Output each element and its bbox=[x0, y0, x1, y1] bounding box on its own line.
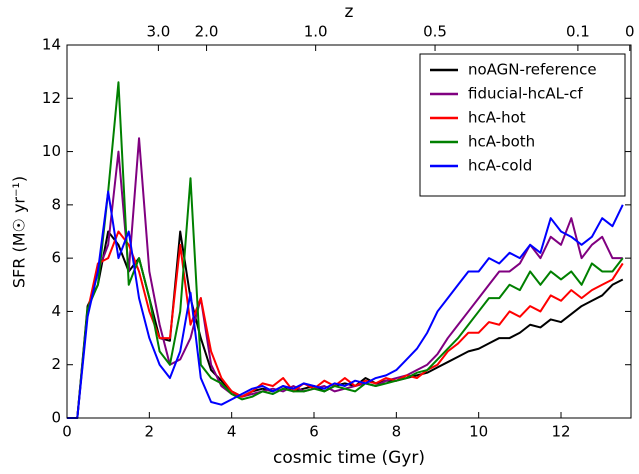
x2-tick-label: 2.0 bbox=[195, 23, 219, 41]
legend-label: hcA-both bbox=[468, 133, 535, 151]
x-tick-label: 0 bbox=[62, 423, 72, 441]
x-tick-label: 8 bbox=[392, 423, 402, 441]
y-tick-label: 2 bbox=[51, 355, 61, 373]
x-axis-label: cosmic time (Gyr) bbox=[273, 448, 425, 468]
series-line bbox=[67, 81, 624, 419]
x2-tick-label: 0.1 bbox=[566, 23, 590, 41]
plot-frame bbox=[66, 44, 632, 419]
x2-tick-label: 1.0 bbox=[304, 23, 328, 41]
x2-tick-label: 0.5 bbox=[423, 23, 447, 41]
y-tick-label: 6 bbox=[51, 249, 61, 267]
y-tick-label: 8 bbox=[51, 195, 61, 213]
legend-label: fiducial-hcAL-cf bbox=[468, 85, 583, 103]
series-line bbox=[67, 230, 624, 419]
series-line bbox=[67, 230, 624, 419]
y-tick-label: 0 bbox=[51, 409, 61, 427]
legend-label: noAGN-reference bbox=[468, 61, 597, 79]
y-axis-label: SFR (M☉ yr⁻¹) bbox=[10, 176, 29, 288]
legend-label: hcA-cold bbox=[468, 157, 532, 175]
x-tick-label: 6 bbox=[309, 423, 319, 441]
x-tick-label: 4 bbox=[227, 423, 237, 441]
x-tick-label: 12 bbox=[551, 423, 570, 441]
y-tick-label: 4 bbox=[51, 302, 61, 320]
x-tick-label: 10 bbox=[469, 423, 488, 441]
y-tick-label: 14 bbox=[42, 36, 61, 54]
x2-axis-label: z bbox=[345, 2, 354, 22]
y-tick-label: 10 bbox=[42, 142, 61, 160]
x2-tick-label: 3.0 bbox=[146, 23, 170, 41]
series-line bbox=[67, 190, 624, 419]
legend-label: hcA-hot bbox=[468, 109, 526, 127]
x2-tick-label: 0 bbox=[625, 23, 635, 41]
x-tick-label: 2 bbox=[145, 423, 155, 441]
legend-box bbox=[419, 53, 626, 197]
y-tick-label: 12 bbox=[42, 89, 61, 107]
